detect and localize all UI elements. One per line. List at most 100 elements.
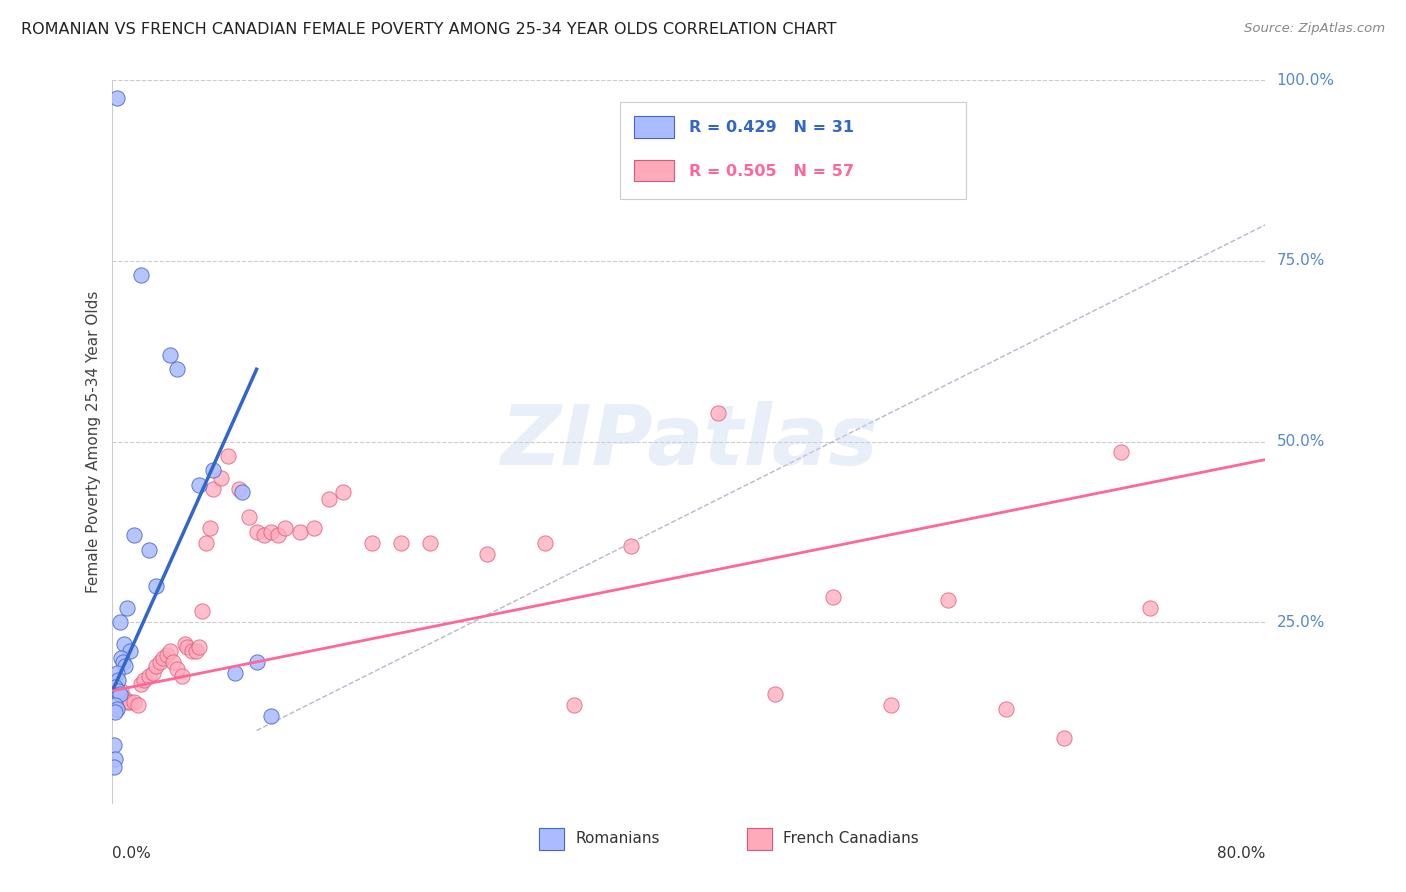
Point <box>231 485 253 500</box>
Point <box>224 665 246 680</box>
Point <box>246 524 269 539</box>
Point <box>419 535 441 549</box>
Text: 25.0%: 25.0% <box>1277 615 1324 630</box>
Point <box>105 91 128 105</box>
Point <box>267 528 290 542</box>
Point <box>274 521 297 535</box>
Point <box>152 651 174 665</box>
Point <box>138 669 160 683</box>
Point <box>105 665 128 680</box>
Point <box>118 644 141 658</box>
Text: 100.0%: 100.0% <box>1277 73 1334 87</box>
Point <box>228 482 250 496</box>
Point <box>176 640 198 655</box>
Point <box>180 644 202 658</box>
Point <box>110 683 132 698</box>
Point <box>103 760 125 774</box>
Point <box>159 348 181 362</box>
Point <box>127 698 149 713</box>
Bar <box>620 102 966 200</box>
Point <box>162 655 184 669</box>
Text: French Canadians: French Canadians <box>783 831 920 847</box>
Point <box>159 644 181 658</box>
Point <box>260 524 283 539</box>
Point <box>134 673 156 687</box>
Point <box>209 470 232 484</box>
Point <box>108 615 131 630</box>
Point <box>145 658 167 673</box>
Point <box>821 590 844 604</box>
Point <box>188 478 211 492</box>
Text: ZIPatlas: ZIPatlas <box>501 401 877 482</box>
Point <box>173 637 195 651</box>
Point <box>115 695 138 709</box>
Point <box>170 669 193 683</box>
Point <box>184 644 207 658</box>
Point <box>707 406 730 420</box>
Point <box>138 542 160 557</box>
Point <box>200 521 222 535</box>
Point <box>105 683 128 698</box>
Point <box>246 655 269 669</box>
Point <box>620 539 643 553</box>
Text: ROMANIAN VS FRENCH CANADIAN FEMALE POVERTY AMONG 25-34 YEAR OLDS CORRELATION CHA: ROMANIAN VS FRENCH CANADIAN FEMALE POVER… <box>21 22 837 37</box>
Point <box>1139 600 1161 615</box>
Point <box>104 698 127 713</box>
Text: 80.0%: 80.0% <box>1218 847 1265 861</box>
Point <box>260 709 283 723</box>
Text: R = 0.429   N = 31: R = 0.429 N = 31 <box>689 120 853 136</box>
Text: Source: ZipAtlas.com: Source: ZipAtlas.com <box>1244 22 1385 36</box>
Bar <box>634 160 673 181</box>
Point <box>288 524 311 539</box>
Point <box>238 510 260 524</box>
Point <box>360 535 382 549</box>
Point <box>217 449 239 463</box>
Text: Romanians: Romanians <box>576 831 661 847</box>
Point <box>110 651 132 665</box>
Point <box>191 604 214 618</box>
Point <box>114 658 136 673</box>
Point <box>1111 445 1133 459</box>
Point <box>202 482 225 496</box>
Point <box>115 600 138 615</box>
Point <box>166 362 188 376</box>
Point <box>156 648 179 662</box>
Point <box>107 673 129 687</box>
Point <box>534 535 557 549</box>
Point <box>111 655 134 669</box>
Point <box>112 691 135 706</box>
Text: 75.0%: 75.0% <box>1277 253 1324 268</box>
Point <box>118 695 141 709</box>
Point <box>765 687 787 701</box>
Point <box>145 579 167 593</box>
Point <box>112 637 135 651</box>
Point <box>105 702 128 716</box>
Y-axis label: Female Poverty Among 25-34 Year Olds: Female Poverty Among 25-34 Year Olds <box>86 291 101 592</box>
Point <box>936 593 959 607</box>
Point <box>318 492 340 507</box>
Point <box>202 463 225 477</box>
Point <box>389 535 412 549</box>
Bar <box>747 828 772 850</box>
Point <box>104 680 127 694</box>
Point <box>304 521 326 535</box>
Point <box>1053 731 1076 745</box>
Text: R = 0.505   N = 57: R = 0.505 N = 57 <box>689 164 853 178</box>
Point <box>103 738 125 752</box>
Text: 0.0%: 0.0% <box>112 847 152 861</box>
Point <box>104 752 127 766</box>
Point <box>880 698 903 713</box>
Point <box>149 655 172 669</box>
Point <box>142 665 165 680</box>
Point <box>995 702 1018 716</box>
Point <box>104 706 127 720</box>
Point <box>188 640 211 655</box>
Point <box>129 676 153 690</box>
Point <box>129 268 153 283</box>
Point <box>332 485 354 500</box>
Point <box>195 535 218 549</box>
Point <box>253 528 276 542</box>
Point <box>166 662 188 676</box>
Point <box>562 698 585 713</box>
Point <box>122 695 145 709</box>
